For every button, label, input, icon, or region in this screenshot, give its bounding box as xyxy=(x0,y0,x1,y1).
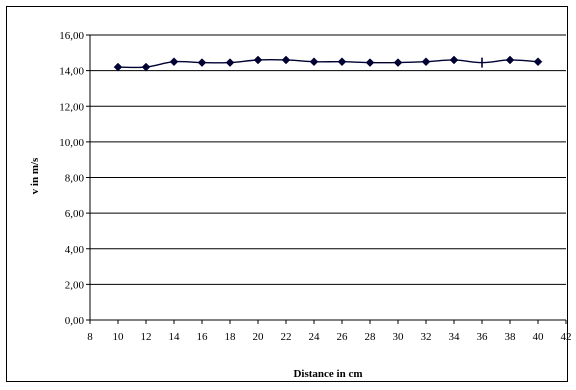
x-tick-label: 36 xyxy=(477,331,489,343)
data-point-marker xyxy=(337,57,347,67)
x-tick-label: 12 xyxy=(141,331,152,343)
x-tick-label: 24 xyxy=(309,331,321,343)
data-point-marker xyxy=(393,58,403,67)
y-tick-label: 10,00 xyxy=(59,137,84,149)
x-axis-title: Distance in cm xyxy=(293,368,362,380)
x-tick-label: 22 xyxy=(281,331,292,343)
x-tick-label: 18 xyxy=(225,331,237,343)
y-tick-label: 6,00 xyxy=(65,208,85,220)
x-tick-label: 10 xyxy=(113,331,125,343)
y-axis-title: v in m/s xyxy=(29,157,41,194)
data-point-marker xyxy=(505,55,515,65)
x-tick-label: 28 xyxy=(365,331,377,343)
data-point-marker xyxy=(253,55,263,65)
data-point-marker xyxy=(281,55,291,65)
data-point-marker xyxy=(309,57,319,67)
x-tick-label: 40 xyxy=(533,331,545,343)
x-tick-label: 38 xyxy=(505,331,517,343)
x-tick-label: 16 xyxy=(197,331,209,343)
data-point-marker xyxy=(365,58,375,67)
y-tick-label: 14,00 xyxy=(59,66,84,78)
y-tick-label: 12,00 xyxy=(59,101,84,113)
axes xyxy=(86,34,567,324)
y-tick-label: 8,00 xyxy=(65,173,85,185)
data-point-marker xyxy=(113,62,123,72)
y-tick-label: 4,00 xyxy=(65,244,85,256)
x-tick-label: 34 xyxy=(449,331,461,343)
data-series xyxy=(113,55,543,72)
x-tick-label: 32 xyxy=(421,331,432,343)
data-point-marker xyxy=(421,57,431,67)
x-tick-label: 42 xyxy=(561,331,572,343)
data-point-marker xyxy=(449,55,459,65)
chart-frame xyxy=(6,6,568,382)
data-point-marker xyxy=(533,57,543,67)
y-tick-labels: 0,00 2,00 4,00 6,00 8,00 10,00 12,00 14,00 16,00 xyxy=(59,30,84,327)
y-tick-label: 16,00 xyxy=(59,30,84,42)
x-tick-label: 20 xyxy=(253,331,265,343)
x-tick-label: 30 xyxy=(393,331,405,343)
grid-lines xyxy=(90,34,566,285)
data-point-marker xyxy=(141,62,151,72)
y-tick-label: 2,00 xyxy=(65,279,85,291)
data-point-marker xyxy=(197,58,207,67)
data-point-marker xyxy=(225,58,235,67)
series-line-0 xyxy=(117,58,539,69)
x-tick-label: 8 xyxy=(87,331,93,343)
data-point-marker xyxy=(169,57,179,67)
y-tick-label: 0,00 xyxy=(65,315,85,327)
x-tick-labels: 8 10 12 14 16 18 20 22 24 26 28 30 32 34 36 38 40 42 xyxy=(87,331,571,343)
x-tick-label: 14 xyxy=(169,331,181,343)
x-tick-label: 26 xyxy=(337,331,349,343)
